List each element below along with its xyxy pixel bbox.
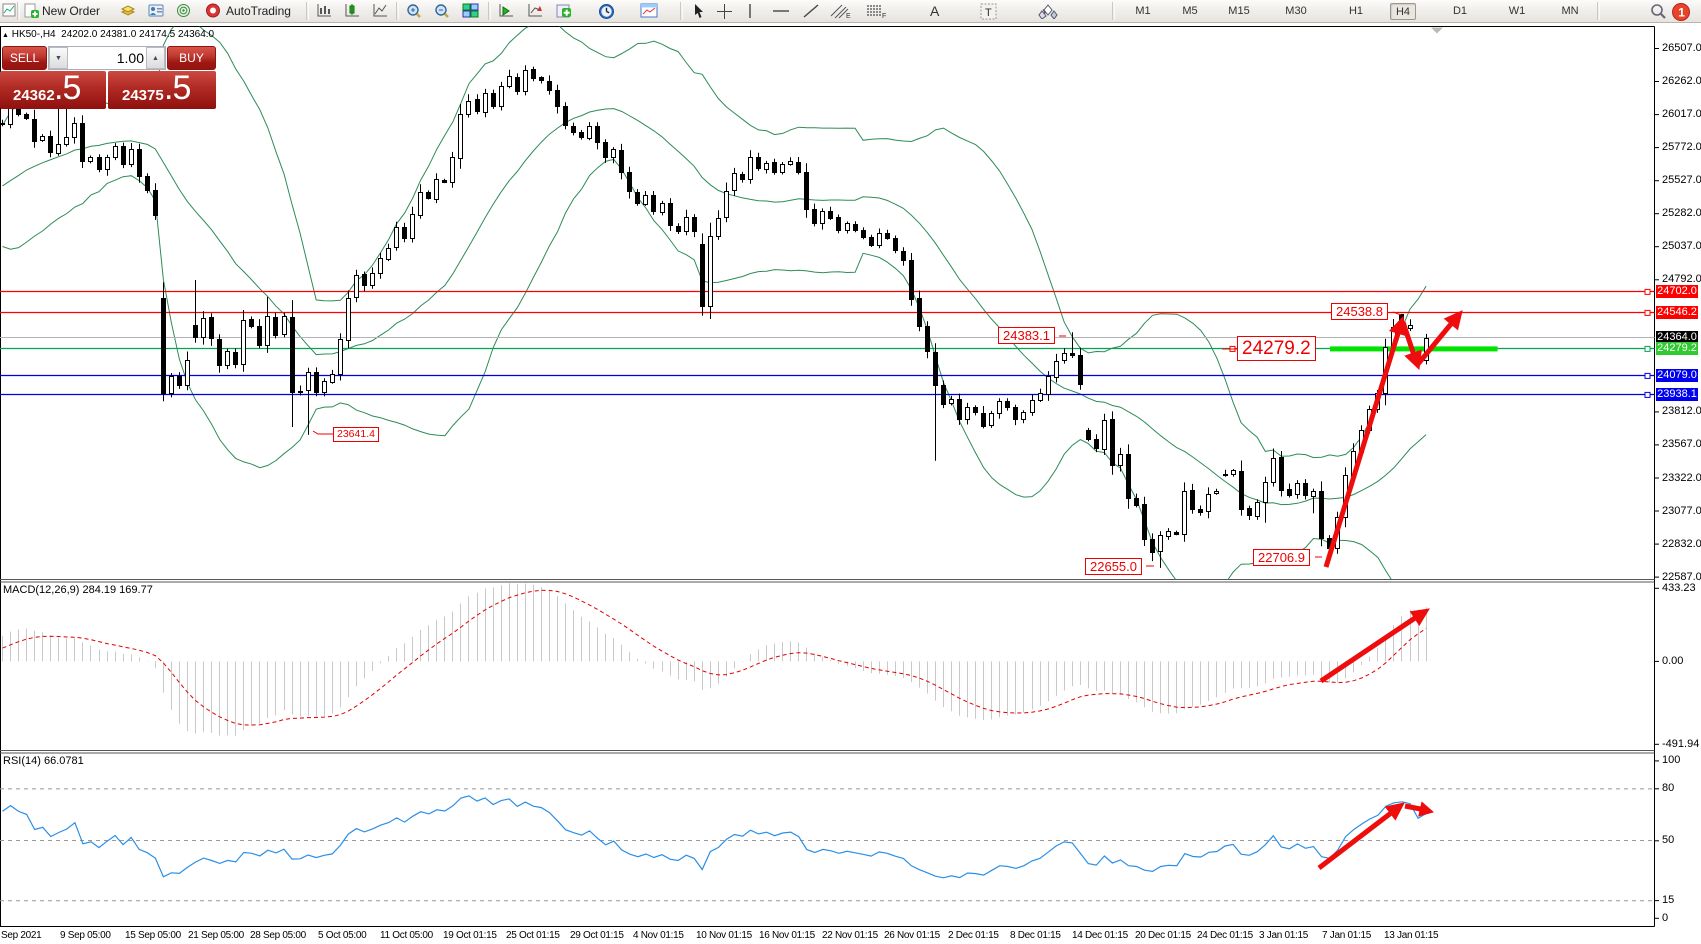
- svg-text:1: 1: [1678, 6, 1685, 20]
- svg-text:E: E: [846, 13, 851, 19]
- svg-text:F: F: [882, 13, 886, 19]
- svg-text:T: T: [985, 7, 992, 19]
